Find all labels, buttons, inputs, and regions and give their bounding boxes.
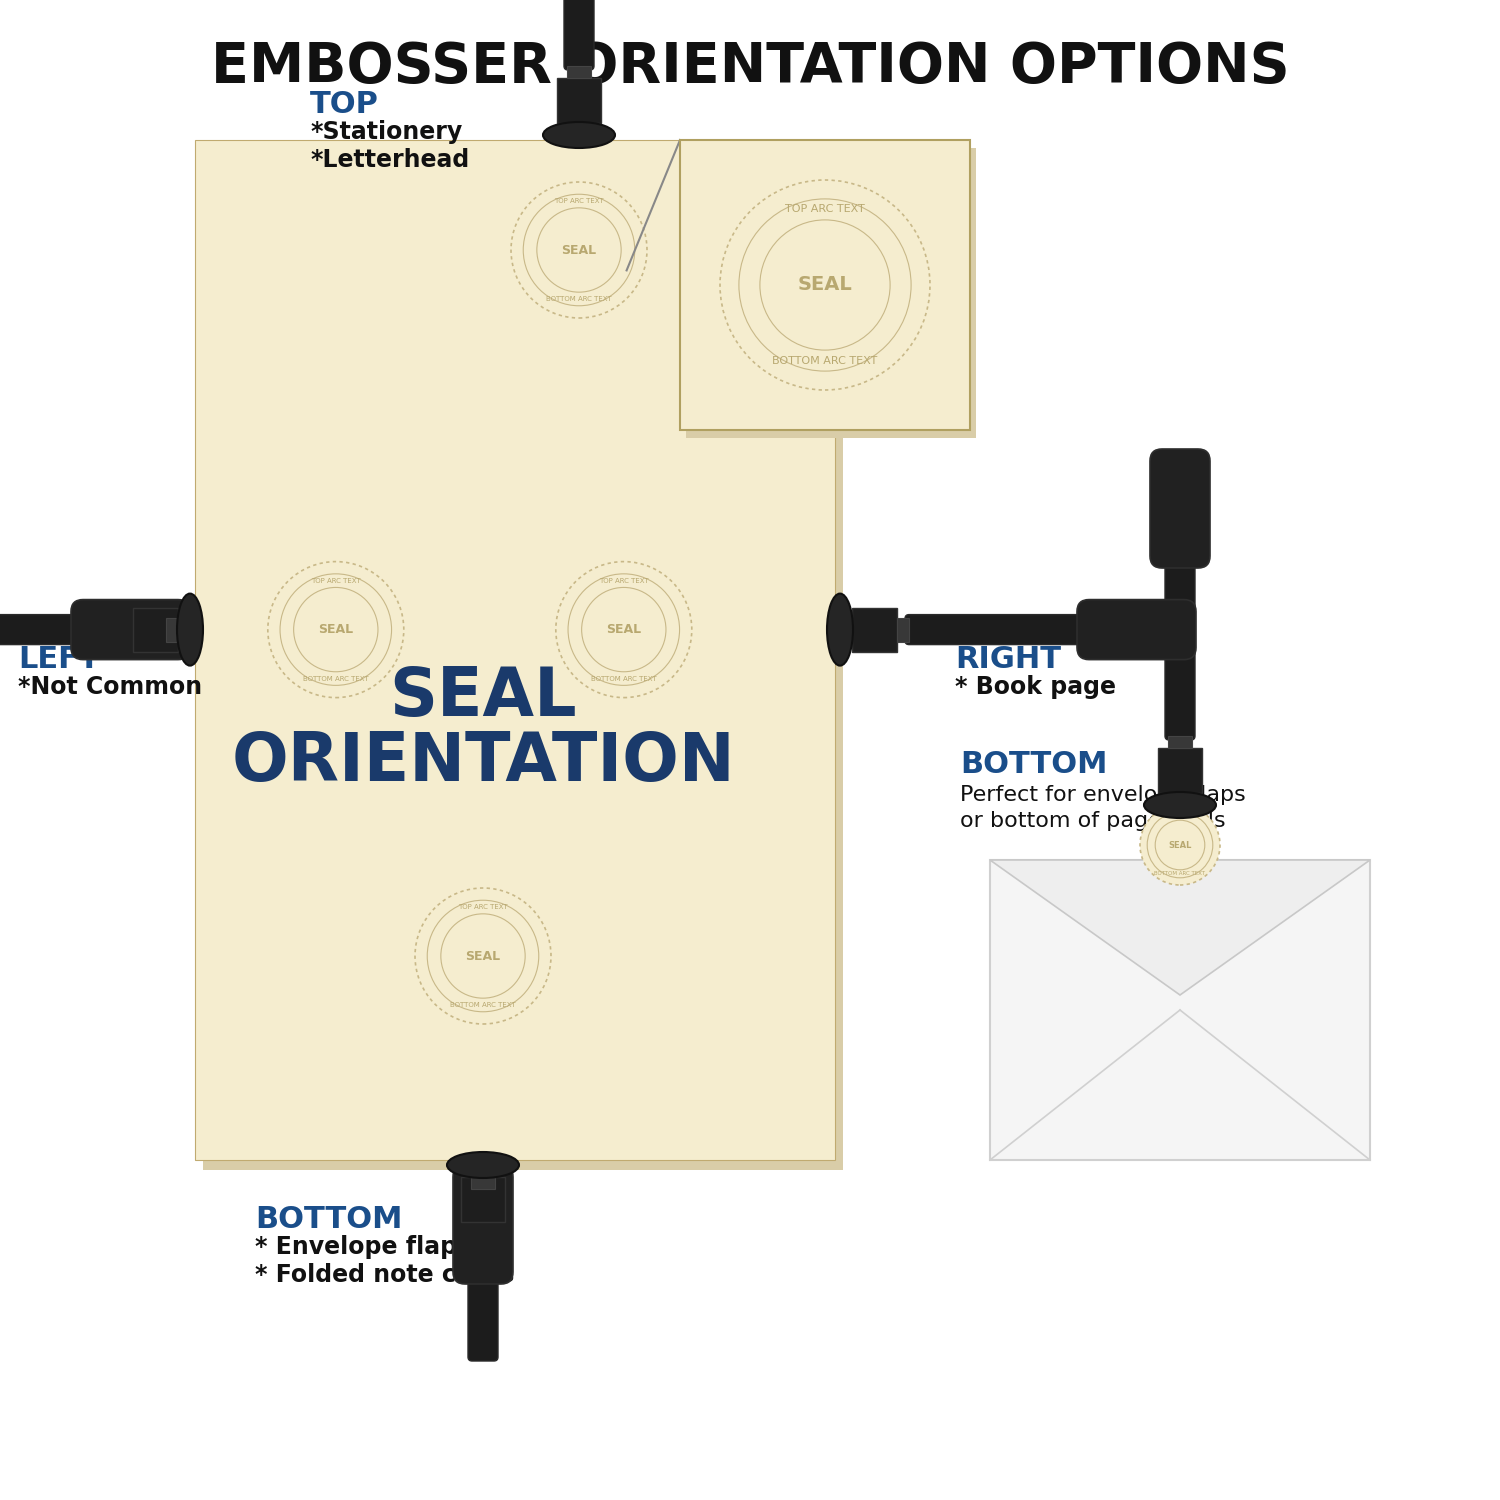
Bar	[680, 140, 970, 430]
Bar	[471, 1178, 495, 1190]
Text: TOP ARC TEXT: TOP ARC TEXT	[310, 578, 360, 584]
Bar	[990, 859, 1370, 1160]
Bar	[195, 140, 836, 1160]
Text: *Letterhead: *Letterhead	[310, 148, 470, 172]
Text: SEAL: SEAL	[388, 663, 578, 729]
Ellipse shape	[827, 594, 854, 666]
FancyBboxPatch shape	[468, 1173, 498, 1360]
Bar	[166, 618, 178, 642]
Circle shape	[1140, 806, 1220, 885]
Text: BOTTOM: BOTTOM	[960, 750, 1107, 778]
Bar	[567, 66, 591, 78]
Ellipse shape	[543, 122, 615, 148]
Text: * Envelope flaps: * Envelope flaps	[255, 1234, 471, 1258]
Text: LEFT: LEFT	[18, 645, 99, 674]
FancyBboxPatch shape	[1166, 552, 1196, 740]
Bar	[1158, 748, 1202, 794]
FancyBboxPatch shape	[0, 615, 182, 645]
Bar	[686, 148, 976, 438]
Text: *Stationery: *Stationery	[310, 120, 462, 144]
Text: SEAL: SEAL	[1168, 840, 1191, 849]
FancyBboxPatch shape	[70, 600, 190, 660]
Bar	[134, 608, 178, 651]
Text: BOTTOM ARC TEXT: BOTTOM ARC TEXT	[1155, 871, 1206, 876]
Text: BOTTOM ARC TEXT: BOTTOM ARC TEXT	[772, 356, 877, 366]
Ellipse shape	[177, 594, 203, 666]
Text: TOP ARC TEXT: TOP ARC TEXT	[598, 578, 648, 584]
Circle shape	[268, 561, 404, 698]
Text: SEAL: SEAL	[561, 243, 597, 256]
Text: or bottom of page seals: or bottom of page seals	[960, 812, 1226, 831]
FancyBboxPatch shape	[564, 0, 594, 70]
Text: EMBOSSER ORIENTATION OPTIONS: EMBOSSER ORIENTATION OPTIONS	[210, 40, 1290, 94]
Ellipse shape	[447, 1152, 519, 1178]
Text: * Book page: * Book page	[956, 675, 1116, 699]
Text: BOTTOM ARC TEXT: BOTTOM ARC TEXT	[546, 296, 612, 302]
Ellipse shape	[1144, 792, 1216, 818]
Text: ORIENTATION: ORIENTATION	[231, 729, 735, 795]
Text: RIGHT: RIGHT	[956, 645, 1060, 674]
Circle shape	[416, 888, 550, 1024]
FancyBboxPatch shape	[904, 615, 1094, 645]
Text: Perfect for envelope flaps: Perfect for envelope flaps	[960, 784, 1245, 806]
Text: SEAL: SEAL	[606, 622, 642, 636]
Text: BOTTOM ARC TEXT: BOTTOM ARC TEXT	[303, 675, 369, 681]
FancyBboxPatch shape	[1150, 448, 1210, 568]
Text: SEAL: SEAL	[798, 276, 852, 294]
Circle shape	[556, 561, 692, 698]
Text: TOP ARC TEXT: TOP ARC TEXT	[554, 198, 604, 204]
Text: BOTTOM ARC TEXT: BOTTOM ARC TEXT	[450, 1002, 516, 1008]
Bar	[1168, 736, 1192, 748]
Text: TOP ARC TEXT: TOP ARC TEXT	[784, 204, 865, 214]
Polygon shape	[990, 859, 1370, 994]
Text: *Not Common: *Not Common	[18, 675, 203, 699]
Circle shape	[720, 180, 930, 390]
Text: BOTTOM ARC TEXT: BOTTOM ARC TEXT	[591, 675, 657, 681]
Text: TOP ARC TEXT: TOP ARC TEXT	[458, 904, 509, 910]
Bar	[202, 150, 843, 1170]
Circle shape	[512, 182, 646, 318]
FancyBboxPatch shape	[1077, 600, 1196, 660]
Bar	[460, 1178, 506, 1222]
FancyBboxPatch shape	[453, 1166, 513, 1284]
Bar	[556, 78, 602, 123]
Text: TOP ARC TEXT: TOP ARC TEXT	[1161, 813, 1200, 819]
Bar	[897, 618, 909, 642]
Bar	[852, 608, 897, 651]
Text: BOTTOM: BOTTOM	[255, 1204, 402, 1234]
Text: SEAL: SEAL	[318, 622, 354, 636]
Text: SEAL: SEAL	[465, 950, 501, 963]
Text: TOP: TOP	[310, 90, 380, 118]
Text: * Folded note cards: * Folded note cards	[255, 1263, 514, 1287]
